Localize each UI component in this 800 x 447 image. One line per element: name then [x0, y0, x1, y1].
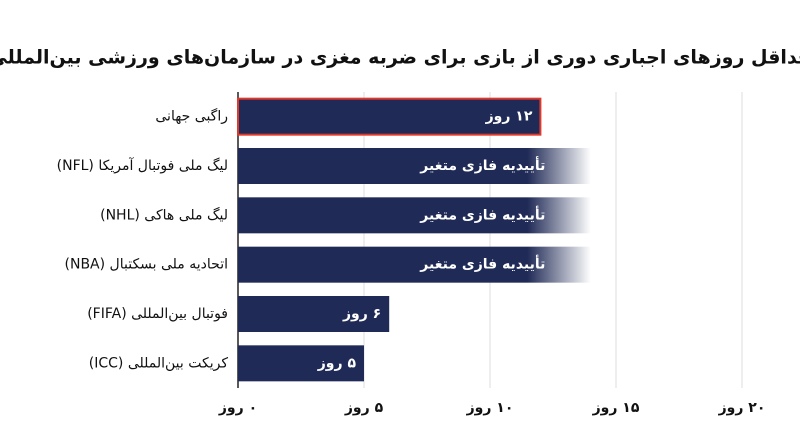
chart-title: حداقل روزهای اجباری دوری از بازی برای ضر…: [0, 47, 800, 69]
bar: [238, 148, 591, 184]
category-label: کریکت بین‌المللی (ICC): [89, 355, 229, 371]
category-label: راگبی جهانی: [155, 108, 228, 125]
x-tick-label: ۲۰ روز: [718, 400, 766, 416]
value-label: ۵ روز: [317, 355, 357, 371]
value-label: تأییدیه فازی متغیر: [419, 255, 545, 273]
x-tick-label: ۵ روز: [344, 400, 384, 416]
bar: [238, 345, 364, 382]
value-label: تأییدیه فازی متغیر: [419, 205, 545, 223]
value-label: ۱۲ روز: [485, 109, 533, 125]
category-label: لیگ ملی هاکی (NHL): [100, 206, 228, 223]
bar: [237, 97, 542, 136]
bar: [238, 296, 390, 332]
bar: [238, 197, 591, 234]
category-label: فوتبال بین‌المللی (FIFA): [87, 306, 228, 322]
x-tick-label: ۰ روز: [218, 400, 257, 416]
value-label: تأییدیه فازی متغیر: [419, 156, 545, 174]
bar: [238, 246, 591, 283]
category-label: اتحادیه ملی بسکتبال (NBA): [65, 257, 228, 273]
category-label: لیگ ملی فوتبال آمریکا (NFL): [57, 157, 228, 174]
x-tick-label: ۱۵ روز: [592, 400, 640, 416]
x-tick-label: ۱۰ روز: [466, 400, 514, 416]
value-label: ۶ روز: [342, 306, 381, 322]
